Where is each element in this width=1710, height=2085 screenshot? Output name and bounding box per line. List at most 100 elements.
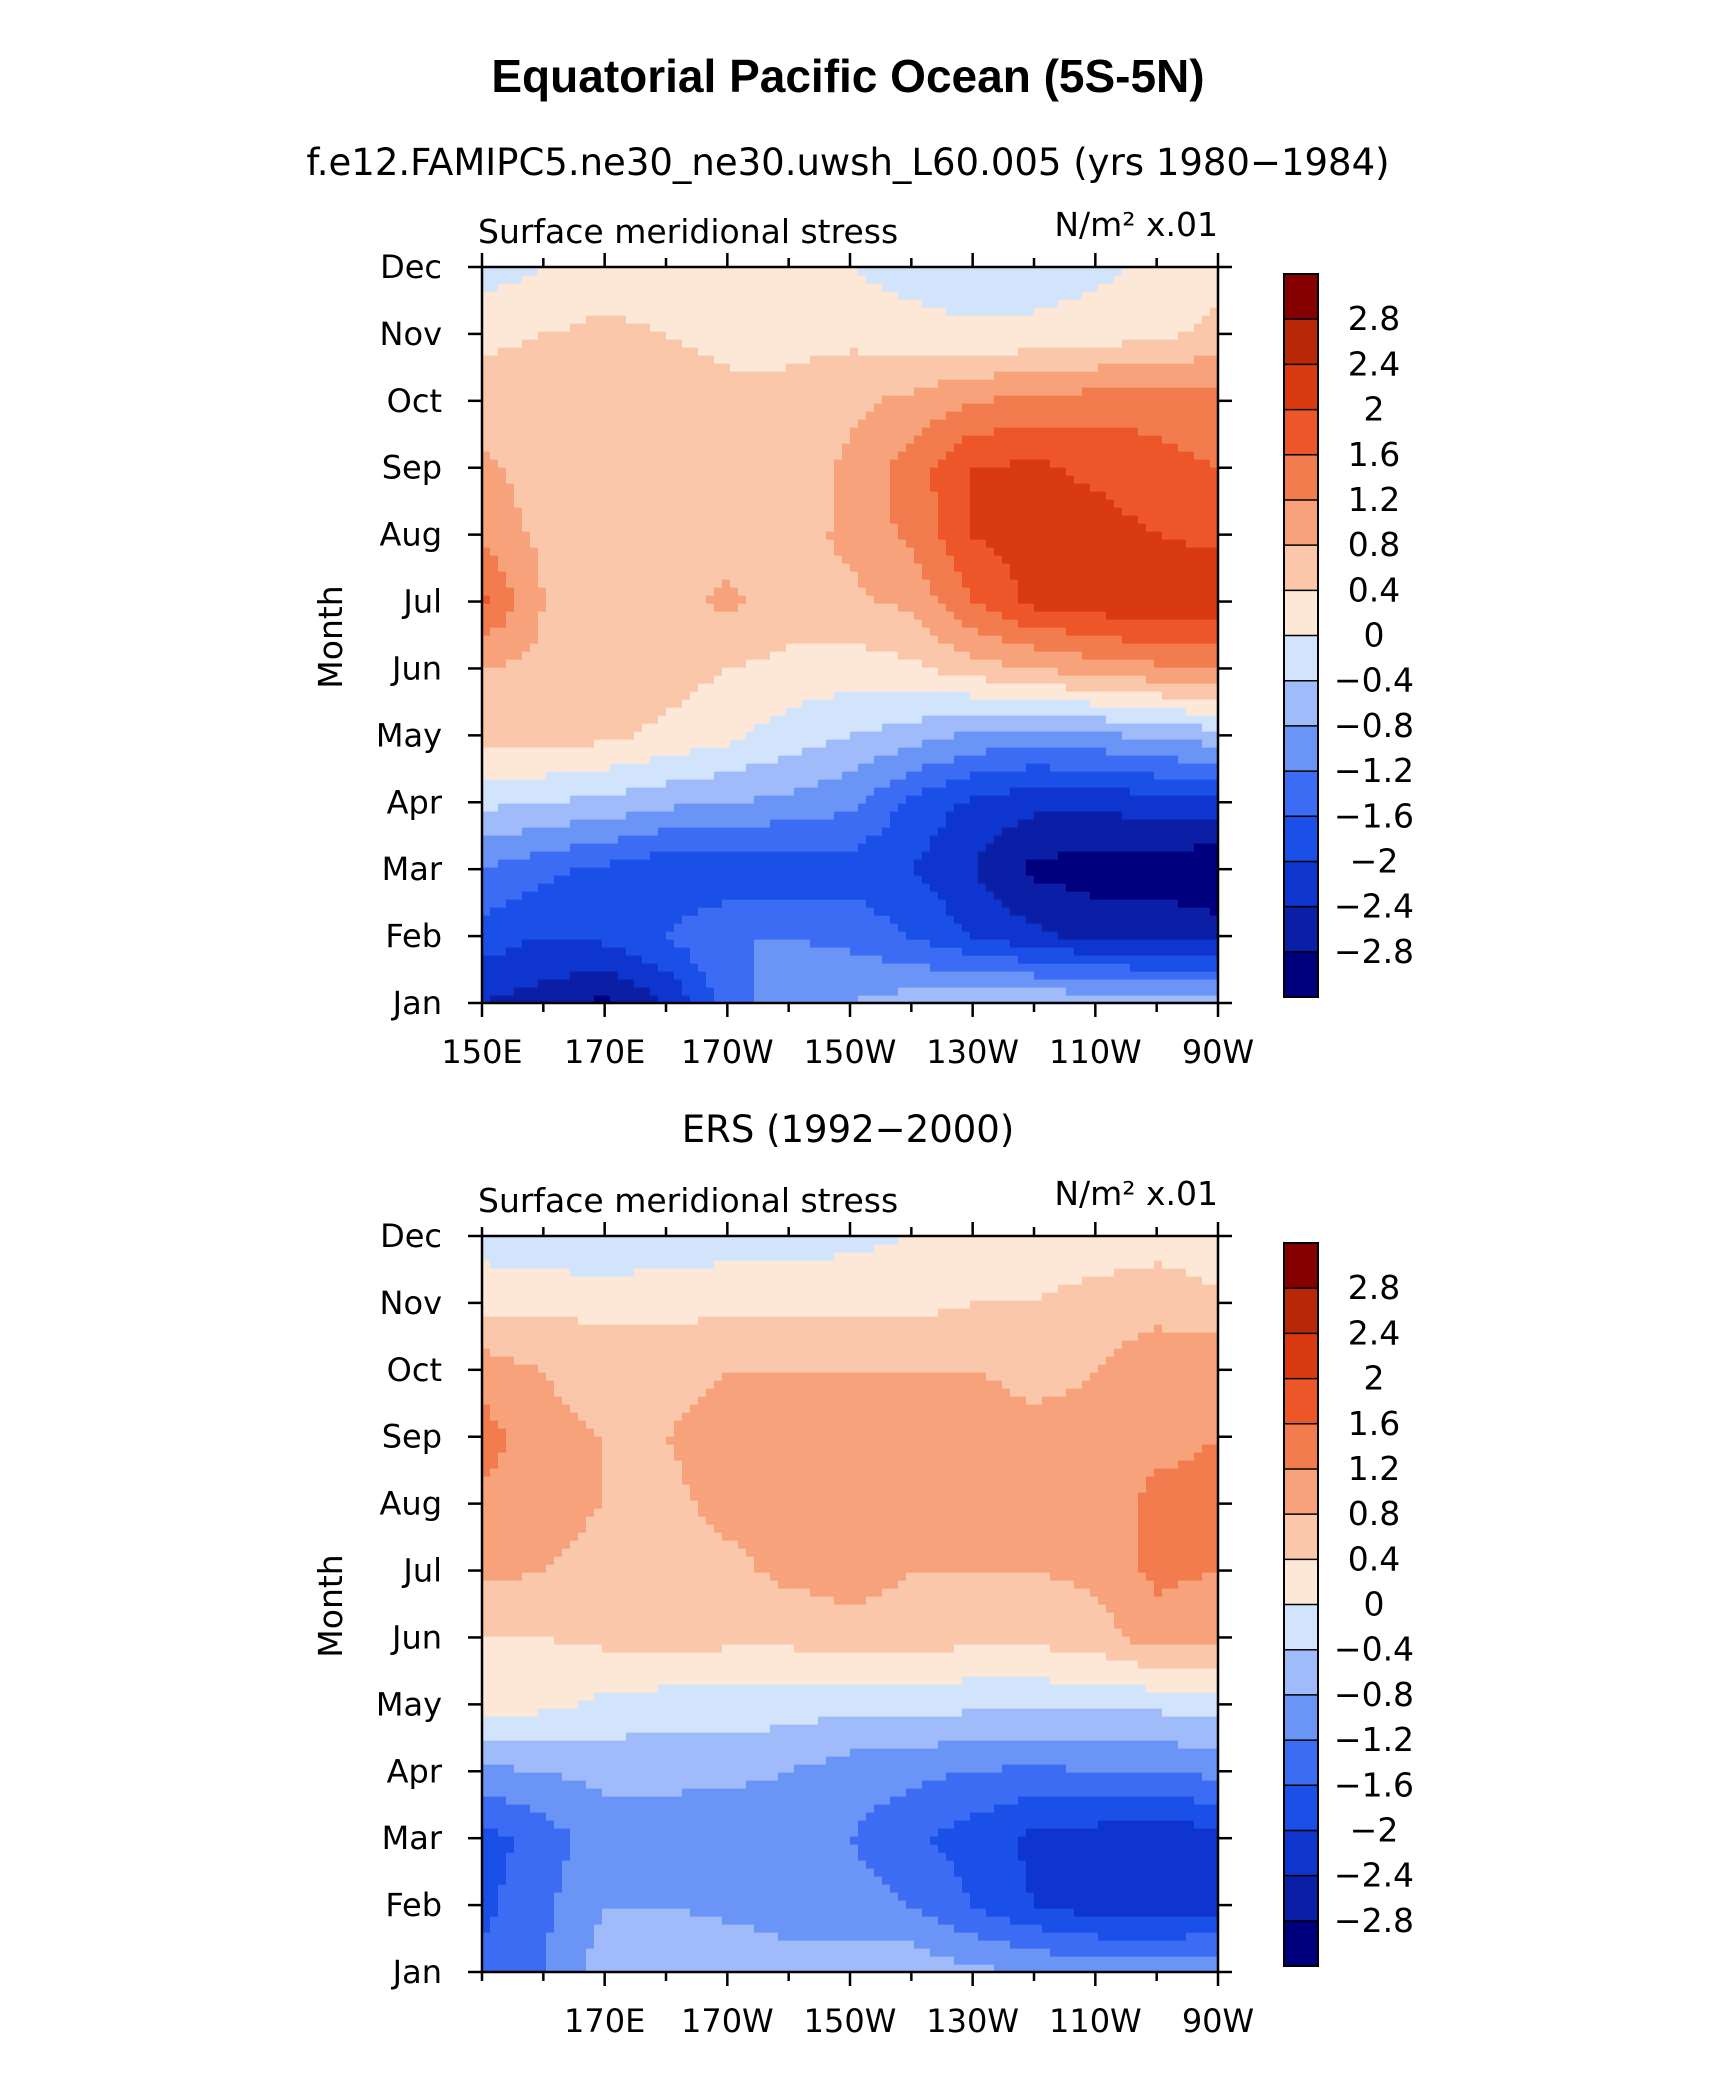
contour-cell	[946, 923, 955, 932]
contour-cell	[1154, 915, 1163, 924]
contour-cell	[1114, 659, 1123, 668]
contour-cell	[1026, 643, 1035, 652]
contour-cell	[762, 691, 771, 700]
contour-cell	[1122, 979, 1131, 988]
contour-cell	[642, 851, 651, 860]
contour-cell	[794, 603, 803, 612]
contour-cell	[578, 635, 587, 644]
contour-cell	[1010, 611, 1019, 620]
contour-cell	[482, 931, 491, 940]
contour-cell	[514, 611, 523, 620]
contour-cell	[786, 931, 795, 940]
contour-cell	[810, 579, 819, 588]
contour-cell	[562, 715, 571, 724]
contour-cell	[922, 659, 931, 668]
contour-cell	[994, 843, 1003, 852]
contour-cell	[1066, 955, 1075, 964]
contour-cell	[626, 723, 635, 732]
contour-cell	[554, 667, 563, 676]
contour-cell	[858, 795, 867, 804]
contour-cell	[762, 843, 771, 852]
contour-cell	[586, 675, 595, 684]
contour-cell	[1082, 779, 1091, 788]
contour-cell	[498, 923, 507, 932]
contour-cell	[1210, 883, 1219, 892]
contour-cell	[778, 955, 787, 964]
contour-cell	[986, 963, 995, 972]
contour-cell	[1074, 947, 1083, 956]
contour-cell	[826, 923, 835, 932]
contour-cell	[482, 683, 491, 692]
contour-cell	[1010, 795, 1019, 804]
contour-cell	[826, 627, 835, 636]
contour-cell	[1170, 739, 1179, 748]
contour-cell	[722, 587, 731, 596]
contour-cell	[506, 835, 515, 844]
contour-cell	[650, 571, 659, 580]
contour-cell	[810, 891, 819, 900]
contour-cell	[522, 947, 531, 956]
contour-cell	[762, 963, 771, 972]
contour-cell	[594, 883, 603, 892]
contour-cell	[1154, 683, 1163, 692]
contour-cell	[1090, 675, 1099, 684]
contour-cell	[618, 899, 627, 908]
contour-cell	[786, 971, 795, 980]
contour-cell	[898, 947, 907, 956]
contour-cell	[1186, 947, 1195, 956]
contour-cell	[602, 875, 611, 884]
contour-cell	[1138, 811, 1147, 820]
contour-cell	[850, 635, 859, 644]
contour-cell	[1210, 699, 1219, 708]
contour-cell	[946, 651, 955, 660]
contour-cell	[890, 923, 899, 932]
contour-cell	[882, 635, 891, 644]
contour-cell	[570, 747, 579, 756]
contour-cell	[930, 795, 939, 804]
contour-cell	[930, 651, 939, 660]
contour-cell	[490, 651, 499, 660]
contour-cell	[522, 987, 531, 996]
contour-cell	[794, 875, 803, 884]
contour-cell	[666, 683, 675, 692]
contour-cell	[738, 627, 747, 636]
contour-cell	[602, 843, 611, 852]
contour-cell	[554, 643, 563, 652]
contour-cell	[922, 803, 931, 812]
contour-cell	[898, 987, 907, 996]
contour-cell	[1090, 691, 1099, 700]
contour-cell	[754, 875, 763, 884]
contour-cell	[754, 611, 763, 620]
contour-cell	[642, 875, 651, 884]
contour-cell	[994, 595, 1003, 604]
contour-cell	[1058, 955, 1067, 964]
contour-cell	[546, 611, 555, 620]
contour-cell	[938, 691, 947, 700]
contour-cell	[1202, 939, 1211, 948]
contour-cell	[658, 779, 667, 788]
contour-cell	[1074, 699, 1083, 708]
contour-cell	[1178, 771, 1187, 780]
contour-cell	[770, 771, 779, 780]
contour-cell	[746, 755, 755, 764]
contour-cell	[874, 995, 883, 1004]
contour-cell	[938, 811, 947, 820]
contour-cell	[914, 667, 923, 676]
contour-cell	[1066, 795, 1075, 804]
contour-cell	[1162, 827, 1171, 836]
contour-cell	[762, 971, 771, 980]
contour-cell	[802, 995, 811, 1004]
contour-cell	[514, 827, 523, 836]
contour-cell	[1050, 955, 1059, 964]
contour-cell	[666, 883, 675, 892]
contour-cell	[674, 827, 683, 836]
contour-cell	[530, 923, 539, 932]
contour-cell	[978, 811, 987, 820]
contour-cell	[642, 563, 651, 572]
contour-cell	[746, 875, 755, 884]
contour-cell	[890, 787, 899, 796]
contour-cell	[810, 619, 819, 628]
contour-cell	[954, 611, 963, 620]
contour-cell	[1194, 899, 1203, 908]
contour-cell	[522, 907, 531, 916]
